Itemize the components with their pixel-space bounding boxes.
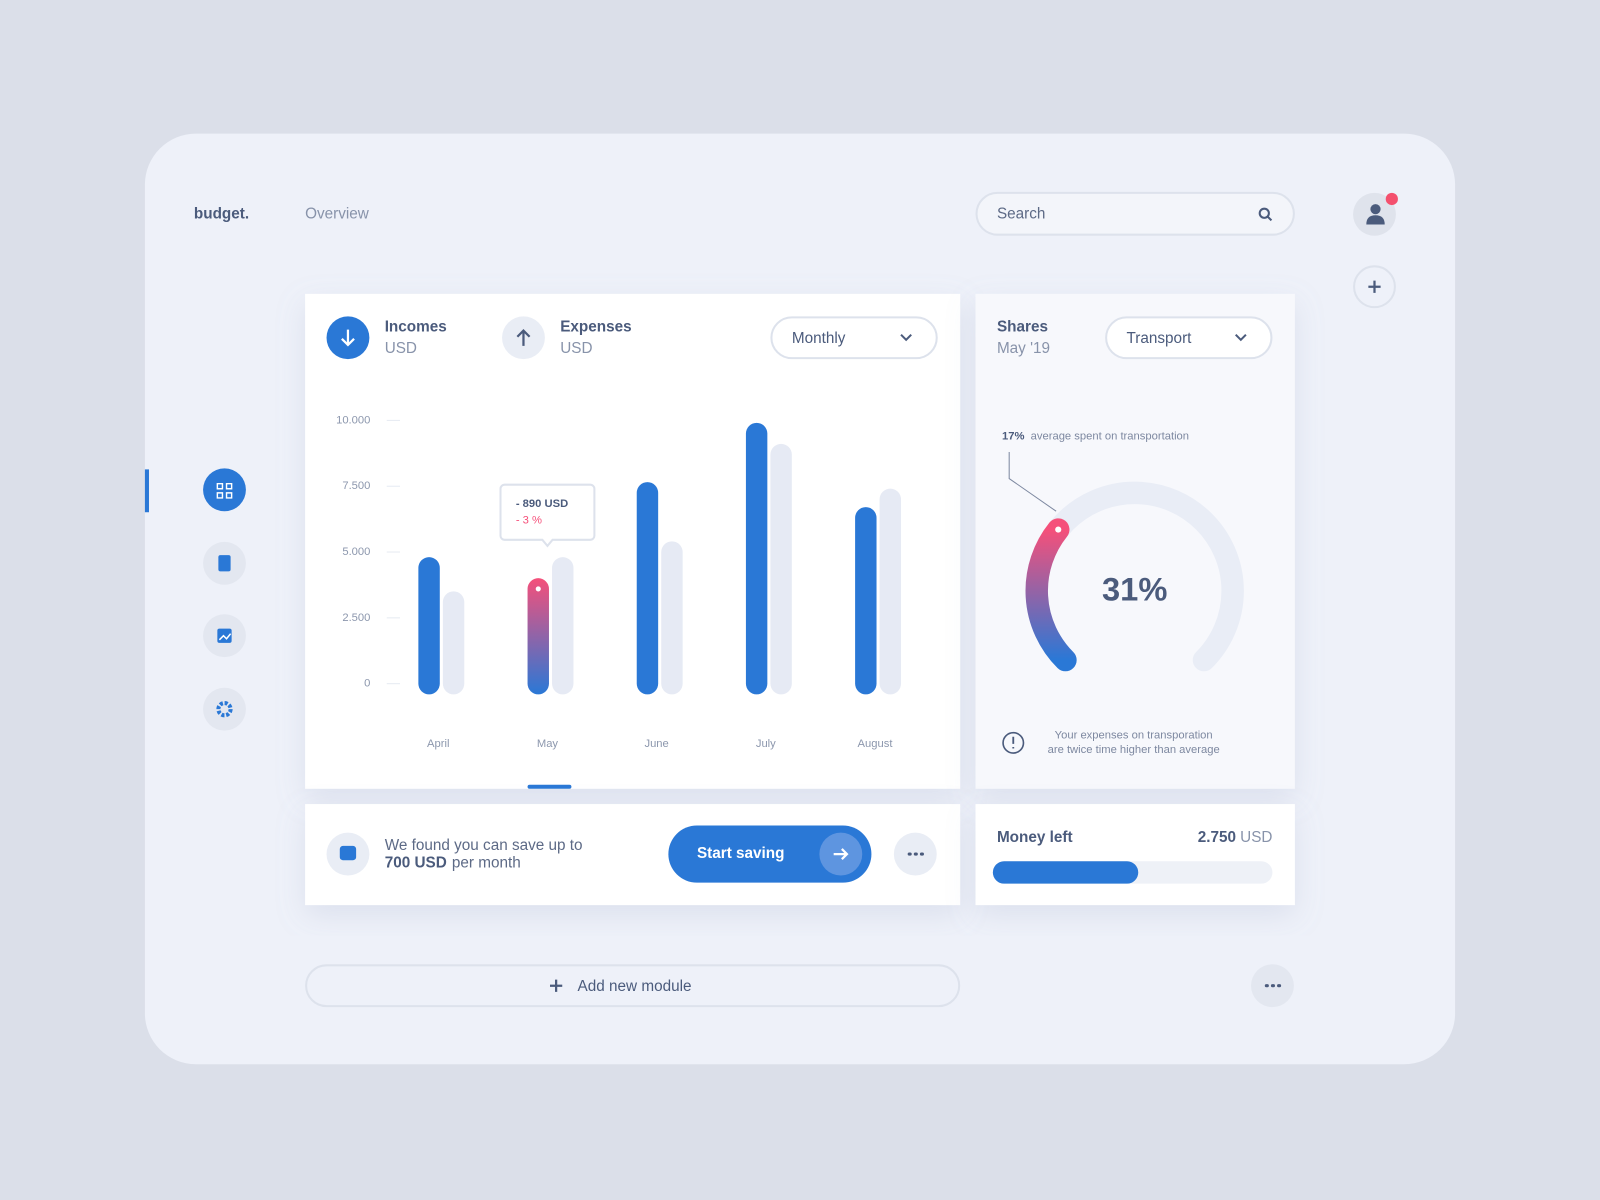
average-text: 17% average spent on transportation [1002, 431, 1189, 443]
leader-line [1008, 452, 1057, 512]
button-arrow [833, 848, 849, 860]
shares-title: Shares [997, 319, 1048, 336]
savings-suffix: per month [452, 854, 521, 871]
search-icon-handle [1266, 215, 1273, 222]
y-tick-label: 7.500 [342, 480, 370, 492]
category-field[interactable] [1105, 316, 1273, 360]
chart-card [305, 293, 961, 789]
shares-card [975, 293, 1295, 789]
legend-incomes[interactable]: Incomes [385, 319, 447, 336]
nav-documents-icon [218, 555, 231, 572]
average-value: 17% [1002, 431, 1024, 443]
money-title: Money left [997, 829, 1073, 846]
search-icon[interactable] [1258, 207, 1270, 219]
bar [527, 578, 549, 695]
progress-fill [992, 861, 1139, 884]
y-tick-label: 2.500 [342, 612, 370, 624]
add-module-icon [550, 979, 563, 992]
shares-subtitle: May '19 [997, 340, 1050, 357]
add-module-label[interactable]: Add new module [578, 978, 692, 995]
money-unit: USD [1240, 829, 1272, 846]
expenses-unit: USD [560, 340, 592, 357]
savings-text: We found you can save up to [385, 837, 583, 854]
nav-indicator [144, 469, 149, 513]
scroll-indicator [527, 784, 572, 789]
bar [661, 541, 683, 695]
legend-expenses[interactable]: Expenses [560, 319, 631, 336]
gauge-arc [1025, 518, 1077, 672]
add-icon [1368, 280, 1381, 293]
notification-dot [1385, 192, 1398, 206]
bar [855, 507, 877, 695]
average-caption: average spent on transportation [1031, 431, 1189, 443]
warning-icon [1002, 731, 1025, 754]
incomes-arrow [341, 329, 355, 347]
bar [552, 557, 574, 695]
nav-settings[interactable] [203, 687, 246, 731]
gauge-dot [1055, 526, 1062, 533]
tooltip: - 890 USD - 3 % [499, 483, 596, 548]
note-line: are twice time higher than average [1048, 744, 1220, 756]
bar [879, 488, 902, 695]
search-placeholder[interactable]: Search [997, 205, 1045, 222]
button-bg[interactable] [668, 825, 872, 883]
info-bubble [339, 845, 357, 861]
bar-dot [535, 586, 541, 592]
money-amount: 2.750 USD [1198, 829, 1273, 846]
avatar[interactable] [1353, 192, 1398, 236]
y-tick-label: 0 [364, 678, 370, 690]
gauge [1025, 481, 1244, 672]
nav-link[interactable]: Overview [305, 205, 370, 222]
tooltip-line: - 3 % [516, 514, 542, 526]
x-tick-label: July [756, 738, 776, 750]
category-dropdown[interactable]: Transport [1105, 316, 1273, 360]
money-value: 2.750 [1198, 829, 1236, 846]
note-line: Your expenses on transporation [1055, 730, 1213, 742]
period-field[interactable] [770, 316, 938, 360]
chevron [900, 333, 912, 342]
money-card [975, 804, 1295, 906]
period-value[interactable]: Monthly [792, 330, 846, 347]
start-saving-button[interactable]: Start saving [668, 825, 872, 883]
category-value[interactable]: Transport [1127, 330, 1193, 347]
gauge-value: 31% [1102, 570, 1167, 607]
nav-settings-icon [216, 701, 233, 718]
x-tick-label: April [427, 738, 449, 750]
tooltip-line: - 890 USD [516, 498, 568, 510]
nav-dashboard-icon [216, 482, 233, 499]
y-tick-label: 10.000 [336, 414, 370, 426]
period-dropdown[interactable]: Monthly [770, 316, 938, 360]
button-label[interactable]: Start saving [697, 845, 785, 862]
bar [442, 591, 465, 695]
savings-amount: 700 USD [385, 854, 447, 871]
x-tick-label: August [858, 738, 894, 750]
avatar-body [1366, 215, 1385, 225]
search-box[interactable]: Search [975, 191, 1295, 236]
avatar-circle[interactable] [1353, 192, 1396, 236]
bar [745, 422, 768, 695]
bar [770, 443, 792, 695]
chevron [1234, 333, 1247, 342]
bar [418, 557, 440, 695]
expenses-arrow [516, 329, 531, 346]
avatar-head [1370, 204, 1381, 215]
search-field[interactable] [975, 191, 1295, 236]
nav-stats-line [218, 633, 232, 641]
add-module-field[interactable] [305, 964, 961, 1008]
add-module-button[interactable]: Add new module [305, 964, 961, 1008]
x-tick-label: May [537, 738, 559, 750]
add-button[interactable] [1353, 265, 1396, 309]
y-tick-label: 5.000 [342, 546, 370, 558]
nav-dashboard[interactable] [203, 468, 246, 512]
brand: budget. [194, 205, 249, 222]
savings-line: 700 USD per month [385, 854, 521, 871]
sidebar [203, 468, 246, 731]
tooltip-box [499, 483, 596, 548]
incomes-unit: USD [385, 340, 417, 357]
bar [636, 482, 659, 695]
x-tick-label: June [644, 738, 668, 750]
